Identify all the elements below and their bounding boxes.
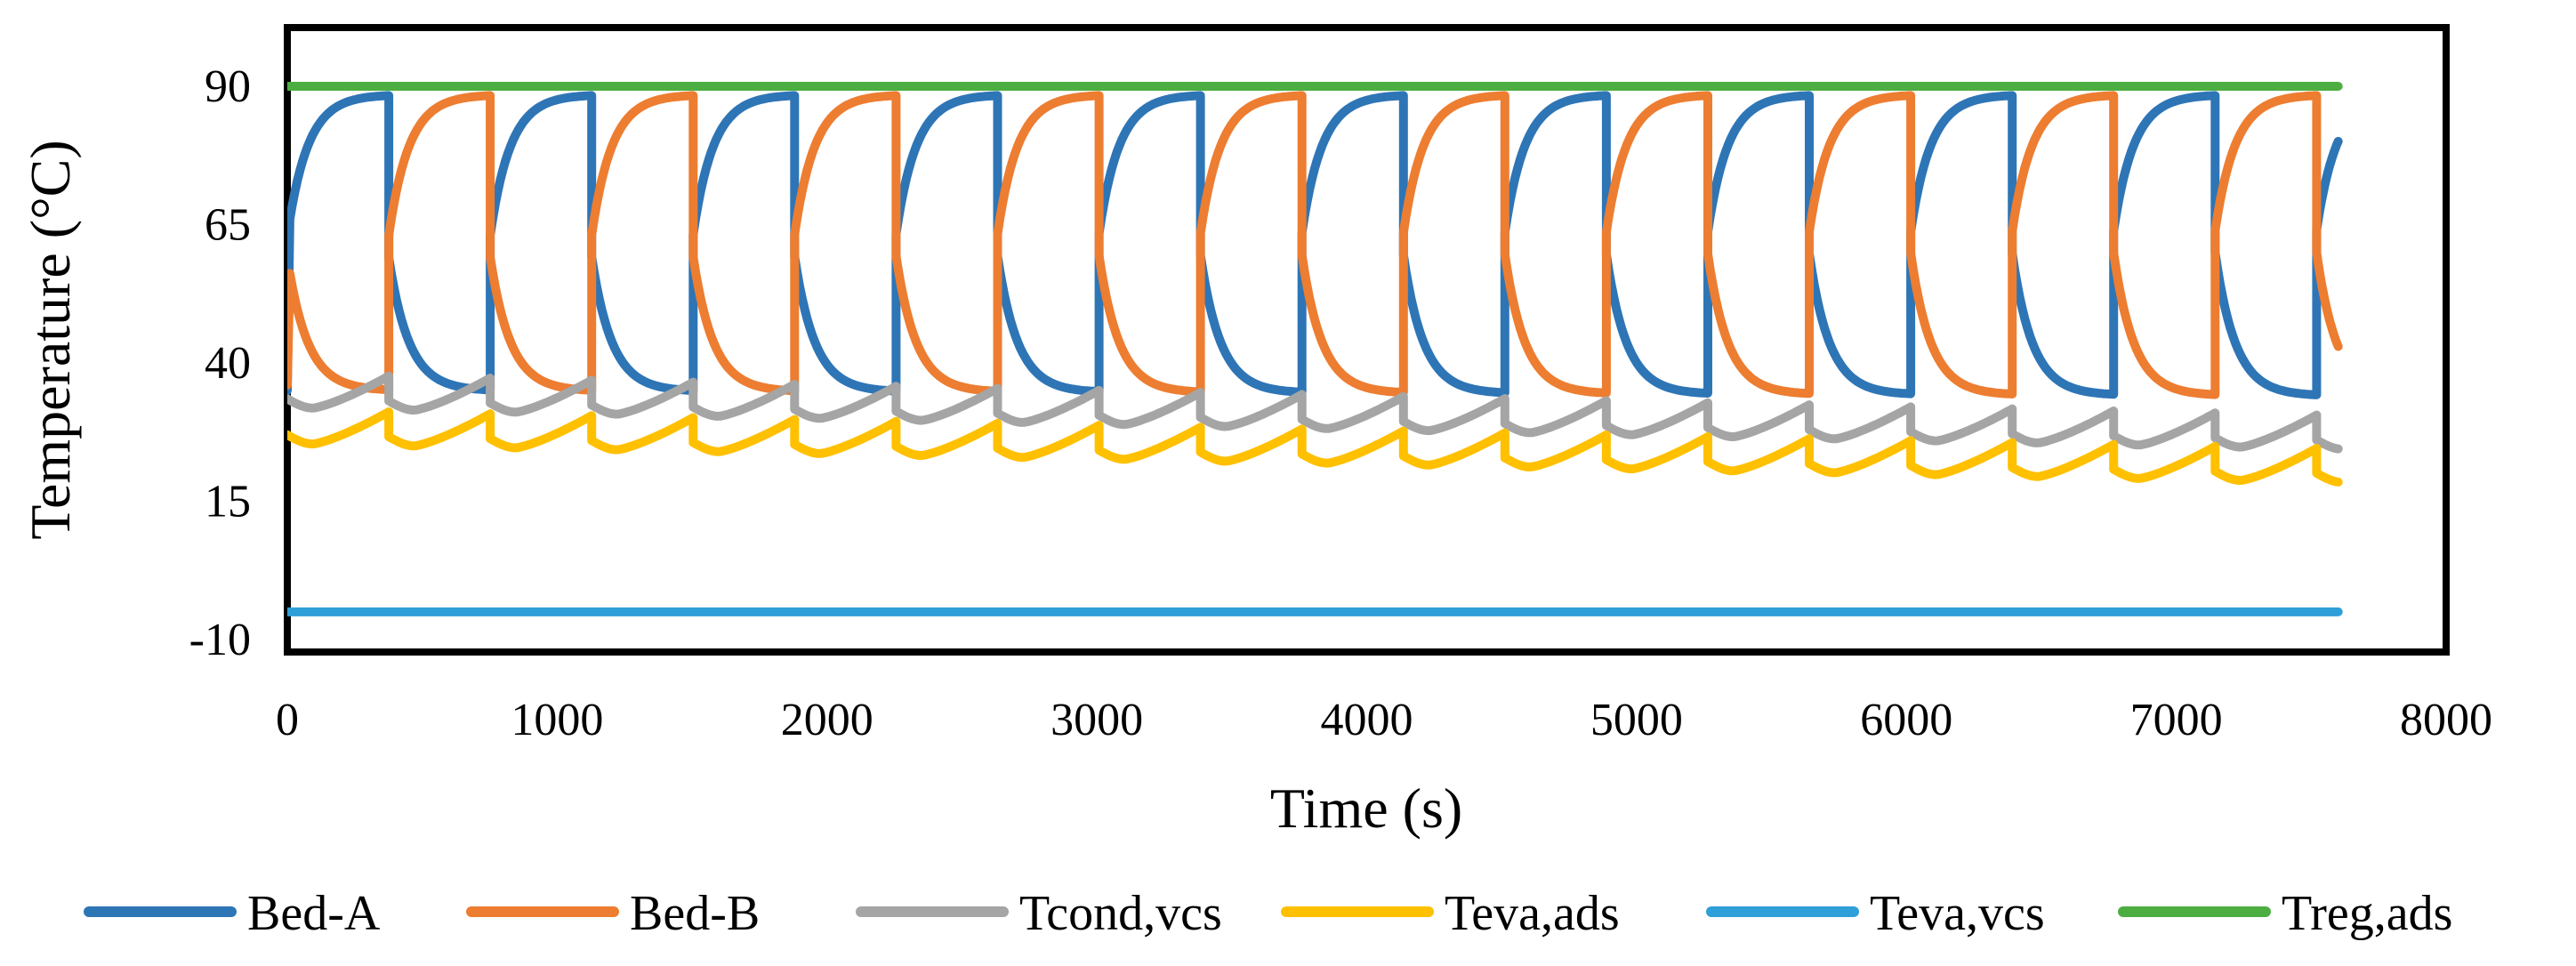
series-line-tcond-vcs [287, 371, 2343, 454]
x-tick-label: 8000 [2400, 695, 2492, 745]
x-tick-label: 2000 [781, 695, 873, 745]
x-tick-label: 1000 [511, 695, 603, 745]
x-tick-label: 5000 [1590, 695, 1683, 745]
legend: Bed-A Bed-B Tcond,vcs Teva,ads Teva,vcs Treg,… [84, 886, 2452, 941]
x-tick-label: 6000 [1860, 695, 1952, 745]
y-tick-label: 15 [205, 477, 251, 527]
series-line-bed-a [287, 91, 2343, 399]
legend-label: Treg,ads [2282, 886, 2452, 941]
series-line-bed-b [287, 91, 2343, 399]
x-tick-label: 7000 [2130, 695, 2223, 745]
y-tick-label: 65 [205, 200, 251, 251]
legend-label: Tcond,vcs [1019, 886, 1222, 941]
legend-label: Teva,ads [1445, 886, 1620, 941]
y-axis-title: Temperature (°C) [19, 140, 82, 539]
x-axis-title: Time (s) [1270, 777, 1462, 840]
legend-label: Bed-B [630, 886, 760, 941]
y-tick-label: 90 [205, 61, 251, 112]
series-line-teva-ads [287, 407, 2343, 487]
legend-label: Teva,vcs [1870, 886, 2045, 941]
y-tick-label: 40 [205, 338, 251, 389]
legend-label: Bed-A [247, 886, 381, 941]
x-tick-label: 4000 [1321, 695, 1413, 745]
x-tick-label: 0 [276, 695, 299, 745]
y-tick-label: -10 [189, 615, 251, 665]
x-tick-label: 3000 [1051, 695, 1143, 745]
